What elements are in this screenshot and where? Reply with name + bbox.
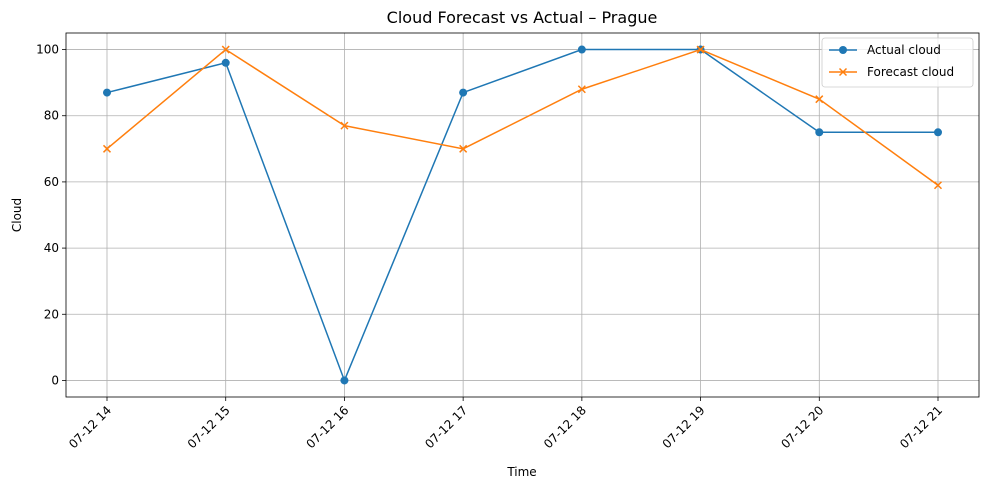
data-point-forecast [577, 85, 586, 94]
y-tick-label: 100 [36, 43, 59, 57]
data-point-forecast-stroke [102, 144, 112, 153]
data-point-forecast-stroke [933, 181, 943, 190]
data-point-forecast-stroke [577, 85, 586, 94]
data-point-forecast-stroke [221, 45, 230, 54]
x-axis-label: Time [506, 465, 536, 479]
data-point-forecast [933, 181, 943, 190]
x-tick-label: 07-12 16 [303, 403, 351, 451]
data-point-actual [577, 45, 586, 54]
data-point-actual [340, 376, 349, 385]
x-tick-label: 07-12 21 [897, 403, 945, 451]
data-point-forecast [815, 95, 824, 104]
data-point-forecast [459, 144, 468, 153]
y-tick-label: 20 [44, 307, 59, 321]
ticks-layer: 07-12 14 07-12 15 07-12 16 07-12 17 07-12 18… [36, 43, 945, 452]
data-point-forecast-stroke [815, 95, 824, 104]
data-point-actual [459, 88, 468, 97]
grid-layer [66, 33, 979, 397]
data-point-forecast-stroke [459, 144, 468, 153]
data-point-actual [103, 88, 111, 97]
legend: Actual cloud Forecast cloud [821, 37, 974, 88]
legend-marker-forecast [838, 67, 848, 77]
legend-label-actual: Actual cloud [867, 43, 941, 57]
legend-marker-forecast-stroke [838, 67, 848, 77]
x-tick-label: 07-12 15 [185, 403, 233, 451]
plot-frame [65, 32, 980, 398]
series-layer [102, 45, 943, 385]
x-tick-label: 07-12 14 [66, 403, 114, 451]
y-axis-label: Cloud [10, 198, 24, 232]
series-line-forecast [106, 48, 939, 186]
data-point-actual [815, 128, 824, 137]
data-point-forecast-stroke [696, 45, 705, 54]
legend-marker-actual [839, 46, 847, 54]
series-line-actual [106, 48, 938, 383]
y-tick-label: 40 [44, 241, 59, 255]
data-point-forecast-stroke [340, 121, 349, 130]
data-point-actual [221, 58, 230, 67]
data-point-actual [934, 128, 942, 137]
legend-box [821, 37, 974, 88]
data-point-forecast [340, 121, 349, 130]
x-tick-label: 07-12 20 [778, 403, 826, 451]
chart-title: Cloud Forecast vs Actual – Prague [387, 8, 658, 27]
x-tick-label: 07-12 19 [660, 403, 708, 451]
legend-label-forecast: Forecast cloud [867, 65, 954, 79]
data-point-forecast [221, 45, 230, 54]
y-tick-label: 80 [44, 109, 59, 123]
y-tick-label: 0 [51, 373, 59, 387]
data-point-forecast [102, 144, 112, 153]
data-point-forecast [696, 45, 705, 54]
x-tick-label: 07-12 18 [541, 403, 589, 451]
y-tick-label: 60 [44, 175, 59, 189]
x-tick-label: 07-12 17 [422, 403, 470, 451]
